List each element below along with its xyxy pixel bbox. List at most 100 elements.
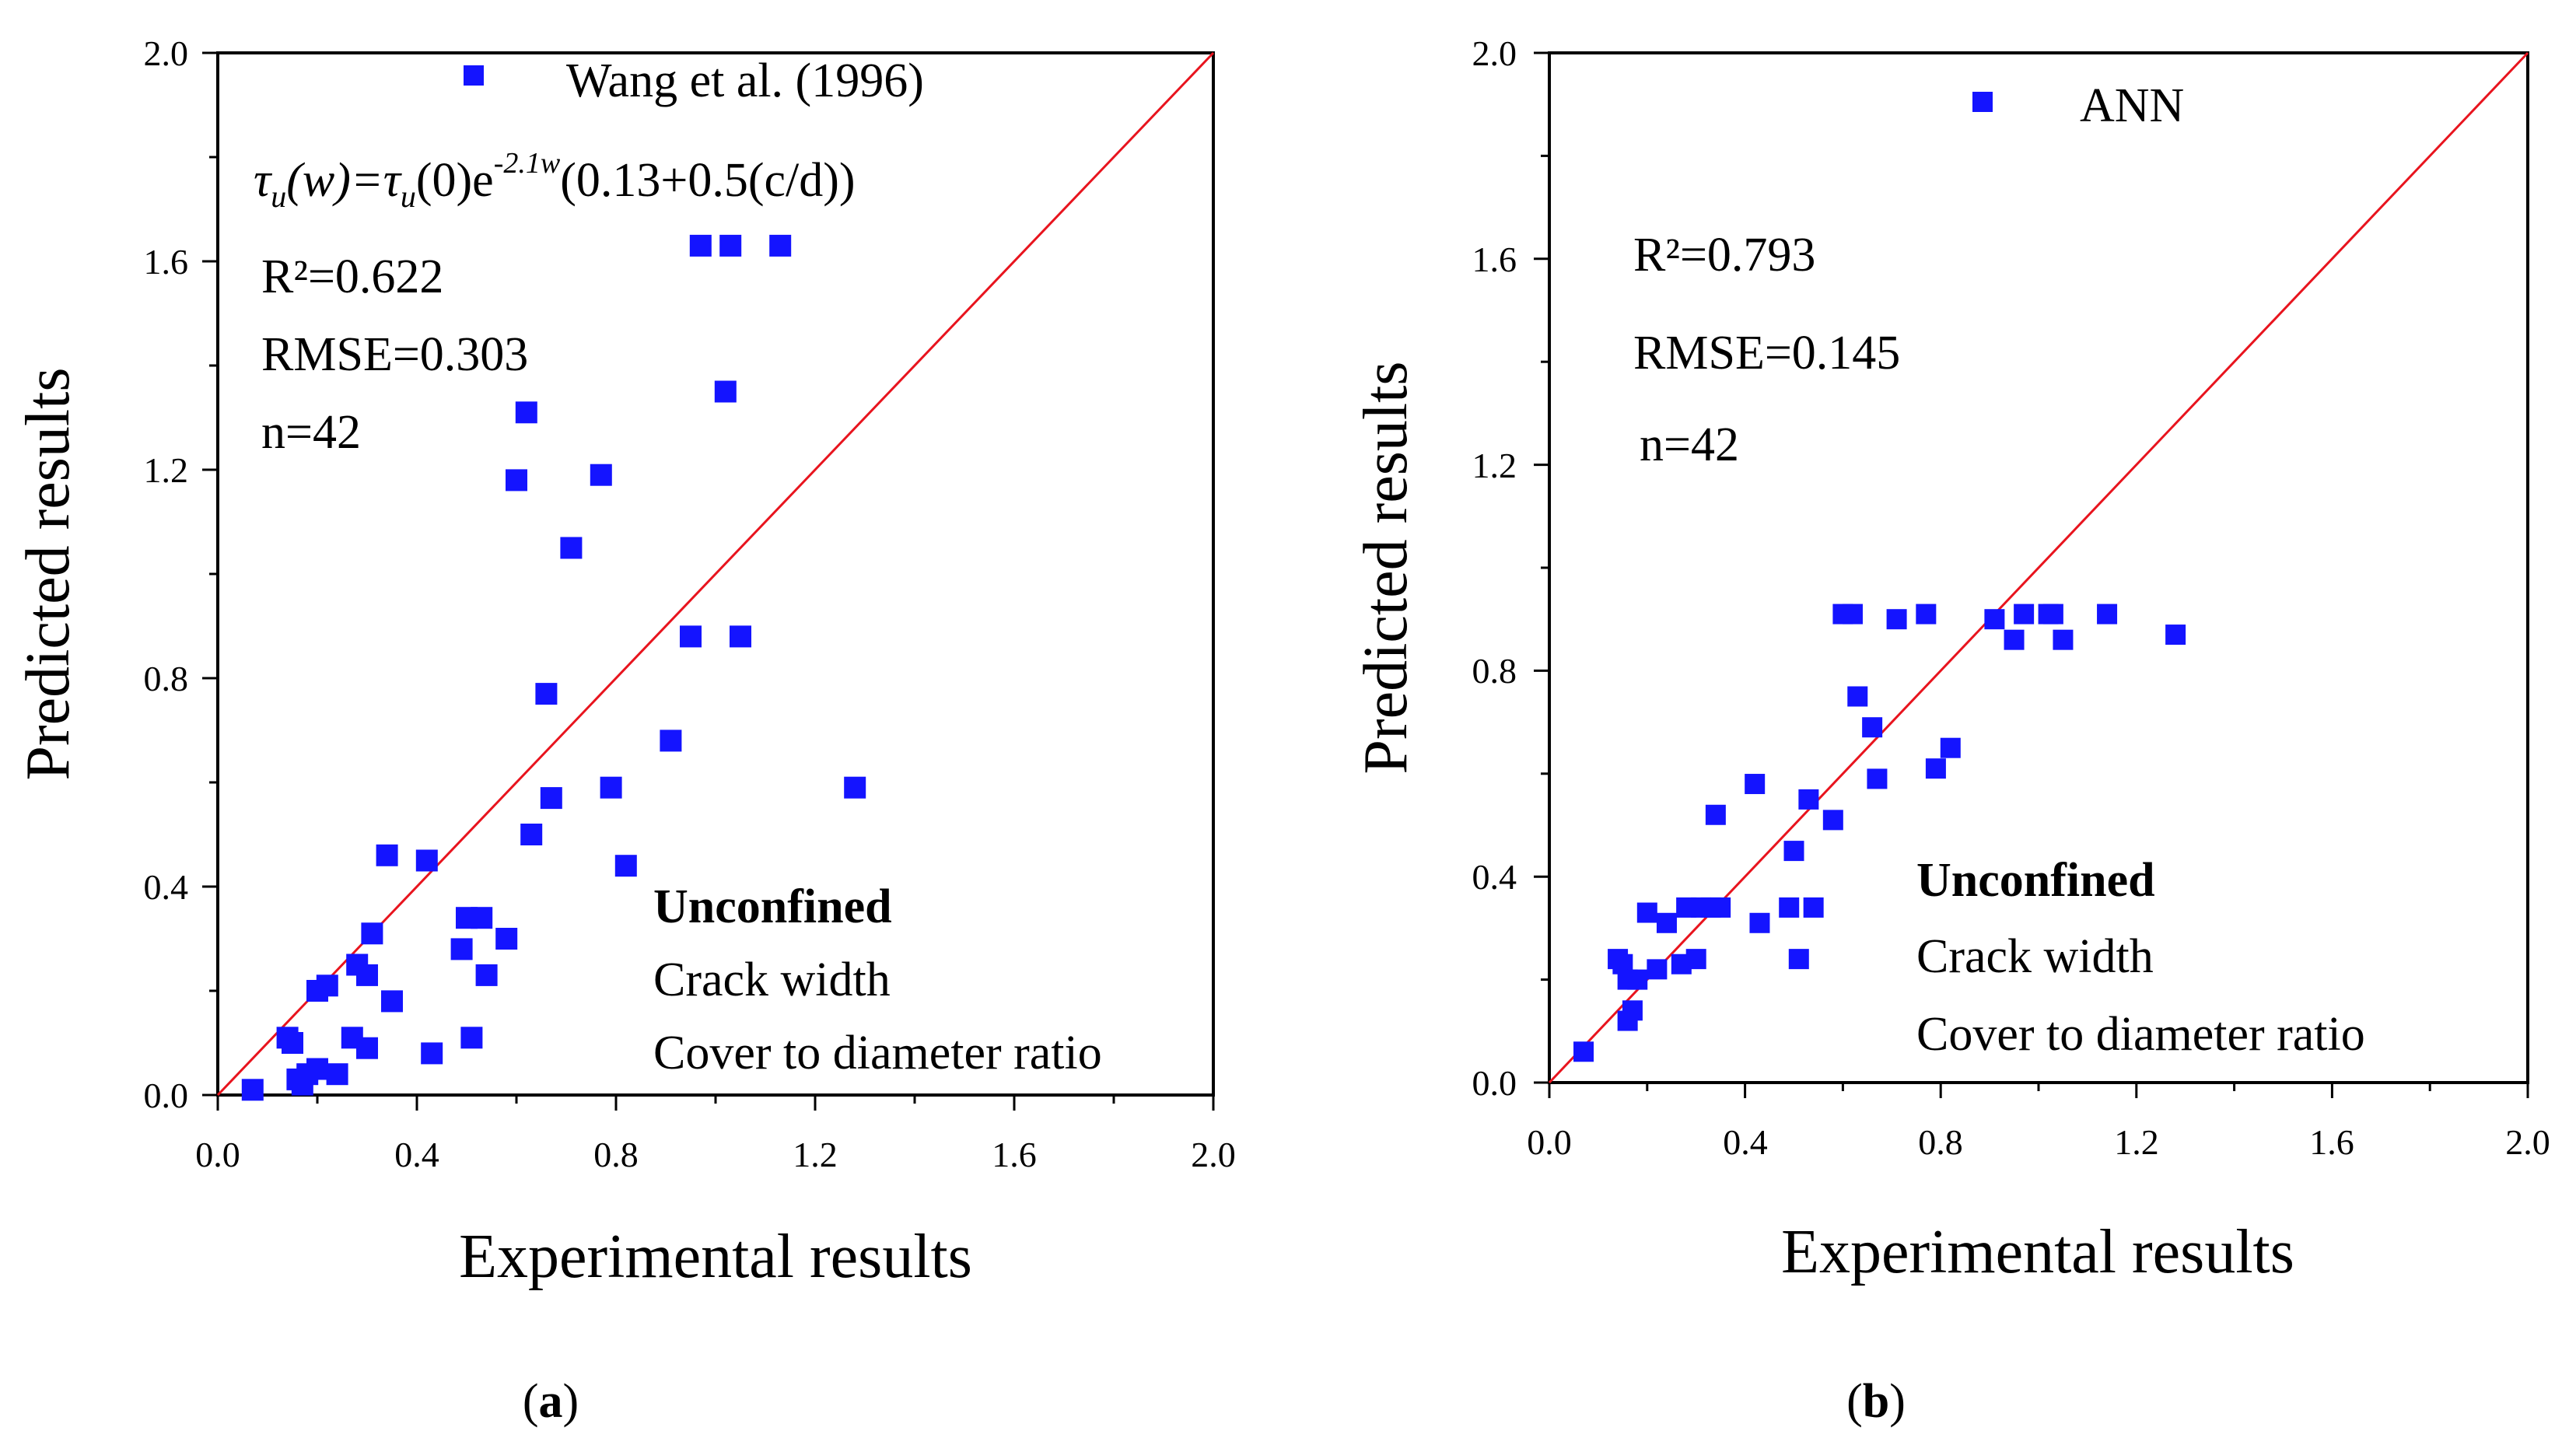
- data-point: [600, 776, 622, 799]
- stat-r2: R²=0.793: [1633, 229, 1815, 282]
- x-tick-label: 1.6: [992, 1135, 1037, 1174]
- legend-marker: [1972, 92, 1993, 112]
- data-point: [1627, 969, 1648, 990]
- stat-r2: R²=0.622: [261, 250, 443, 303]
- chart-panel-a: 0.0 0.4 0.8 1.2 1.6 2.0 0.0 0.4 0.8 1.2 …: [14, 33, 1236, 1428]
- x-tick-label: 2.0: [2505, 1122, 2550, 1162]
- data-point: [506, 469, 527, 492]
- data-point: [356, 1037, 378, 1059]
- data-point: [1803, 897, 1824, 918]
- y-axis-title: Predicted results: [1352, 362, 1420, 775]
- x-tick-label: 1.2: [793, 1135, 838, 1174]
- formula-arg: (w)=: [286, 154, 383, 207]
- panel-label: (a): [523, 1375, 579, 1428]
- data-point: [560, 537, 583, 559]
- chart-panel-b: 0.0 0.4 0.8 1.2 1.6 2.0 0.0 0.4 0.8 1.2 …: [1352, 33, 2550, 1428]
- data-point: [1788, 949, 1809, 970]
- data-point: [1984, 609, 2005, 630]
- data-point: [1636, 902, 1657, 923]
- identity-line-group: [216, 51, 1215, 1097]
- stat-n: n=42: [1640, 418, 1739, 471]
- data-point: [376, 844, 398, 866]
- data-point: [1710, 897, 1731, 918]
- formula-subscript: u: [401, 179, 416, 214]
- data-point: [714, 380, 737, 403]
- note-title: Unconfined: [1916, 854, 2155, 907]
- y-tick-label: 1.6: [144, 242, 189, 282]
- data-point: [326, 1063, 348, 1086]
- formula-tau: τ: [383, 154, 403, 207]
- y-tick-labels: 0.0 0.4 0.8 1.2 1.6 2.0: [1472, 33, 1517, 1103]
- panel-letter: a: [539, 1375, 563, 1428]
- data-point: [1573, 1041, 1594, 1062]
- data-point: [1745, 774, 1766, 795]
- data-point: [1647, 959, 1668, 980]
- data-points: [241, 234, 866, 1101]
- x-axis-title: Experimental results: [459, 1223, 972, 1291]
- stat-rmse: RMSE=0.303: [261, 328, 528, 381]
- note-line: Cover to diameter ratio: [1916, 1008, 2365, 1061]
- x-tick-labels: 0.0 0.4 0.8 1.2 1.6 2.0: [195, 1135, 1236, 1174]
- x-tick-label: 1.2: [2114, 1122, 2159, 1162]
- data-point: [475, 964, 498, 986]
- y-tick-label: 1.6: [1472, 240, 1517, 279]
- data-point: [306, 1058, 328, 1080]
- y-tick-label: 0.4: [144, 867, 189, 907]
- data-point: [1842, 604, 1863, 625]
- data-point: [1886, 609, 1907, 630]
- data-point: [1822, 810, 1843, 831]
- note-title: Unconfined: [653, 880, 892, 933]
- tick-marks: [1534, 51, 2529, 1098]
- data-point: [2165, 625, 2186, 646]
- data-point: [680, 625, 702, 648]
- data-point: [1798, 789, 1819, 810]
- identity-line-group: [1548, 51, 2529, 1084]
- data-point: [241, 1079, 264, 1101]
- data-point: [1867, 768, 1888, 789]
- panel-label: (b): [1846, 1375, 1906, 1428]
- y-tick-label: 1.2: [144, 450, 189, 490]
- data-point: [471, 907, 493, 929]
- x-tick-label: 0.4: [1723, 1122, 1768, 1162]
- data-point: [450, 938, 473, 960]
- data-point: [1622, 1000, 1643, 1021]
- data-point: [415, 849, 438, 872]
- stat-n: n=42: [261, 406, 361, 459]
- data-point: [1779, 897, 1800, 918]
- note-line: Cover to diameter ratio: [653, 1027, 1102, 1079]
- x-tick-label: 0.8: [1918, 1122, 1963, 1162]
- data-point: [1656, 912, 1677, 933]
- x-axis-title: Experimental results: [1781, 1218, 2294, 1286]
- y-tick-label: 0.8: [1472, 651, 1517, 691]
- data-point: [1940, 737, 1961, 758]
- data-point: [2004, 629, 2025, 650]
- data-point: [1847, 686, 1868, 707]
- x-tick-label: 1.6: [2309, 1122, 2354, 1162]
- data-point: [540, 787, 562, 810]
- data-point: [660, 729, 682, 752]
- x-tick-label: 0.0: [195, 1135, 240, 1174]
- data-points: [1573, 604, 2186, 1062]
- formula-exponent: -2.1w: [494, 147, 561, 180]
- y-axis-title: Predicted results: [14, 368, 82, 781]
- data-point: [844, 776, 866, 799]
- y-tick-label: 2.0: [144, 33, 189, 73]
- data-point: [515, 401, 537, 424]
- data-point: [520, 824, 543, 845]
- data-point: [316, 974, 338, 997]
- y-tick-label: 2.0: [1472, 33, 1517, 73]
- formula: τu(w)=τu(0)e-2.1w(0.13+0.5(c/d)): [254, 147, 856, 214]
- data-point: [282, 1032, 303, 1054]
- y-tick-labels: 0.0 0.4 0.8 1.2 1.6 2.0: [144, 33, 189, 1115]
- data-point: [730, 625, 751, 648]
- note-line: Crack width: [653, 953, 891, 1006]
- data-point: [719, 234, 742, 257]
- formula-arg: (0)e: [416, 154, 494, 207]
- data-point: [1783, 841, 1804, 862]
- data-point: [1749, 912, 1770, 933]
- data-point: [381, 990, 403, 1013]
- x-tick-label: 0.0: [1527, 1122, 1572, 1162]
- data-point: [1685, 949, 1706, 970]
- data-point: [535, 683, 558, 705]
